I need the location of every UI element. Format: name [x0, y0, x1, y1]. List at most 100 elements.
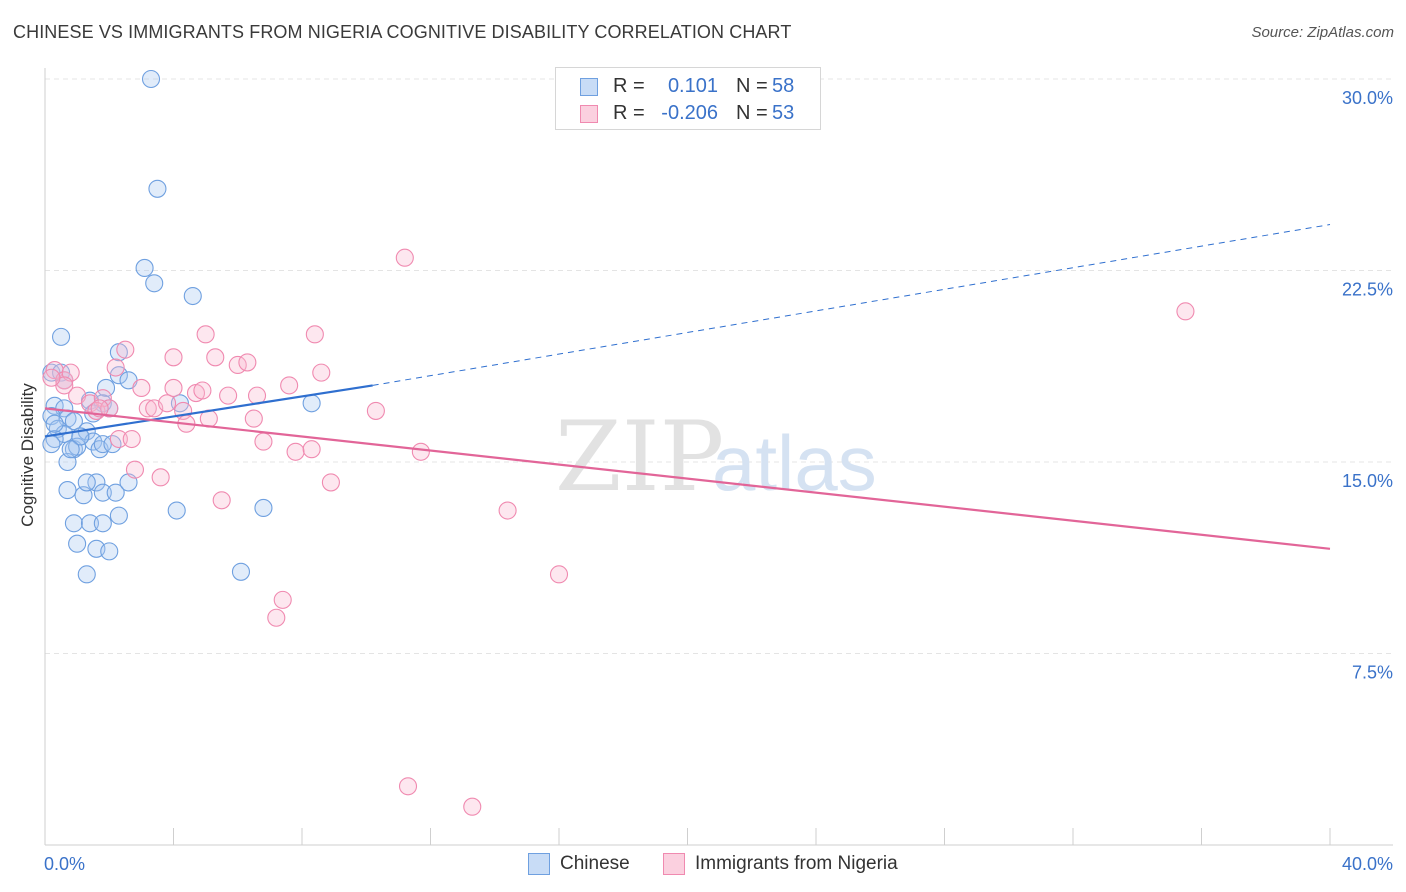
point-nigeria	[395, 248, 414, 267]
watermark: ZIP atlas	[555, 401, 877, 513]
legend-r-label: R =	[613, 102, 645, 124]
point-chinese	[106, 483, 125, 502]
point-nigeria	[193, 381, 212, 400]
legend-swatch-chinese	[528, 853, 550, 875]
point-nigeria	[302, 440, 321, 459]
point-nigeria	[305, 325, 324, 344]
legend-n-value: 53	[772, 102, 795, 124]
points-layer	[42, 69, 1195, 816]
legend-label-nigeria: Immigrants from Nigeria	[695, 853, 898, 874]
trend-line-nigeria	[44, 407, 1331, 550]
point-nigeria	[196, 325, 215, 344]
y-axis-label: Cognitive Disability	[18, 383, 37, 527]
legend-r-value: 0.101	[667, 75, 718, 97]
point-chinese	[87, 473, 106, 492]
point-nigeria	[158, 394, 177, 413]
x-tick-label: 40.0%	[1342, 854, 1393, 874]
point-nigeria	[164, 348, 183, 367]
watermark-atlas: atlas	[712, 419, 877, 507]
point-nigeria	[109, 429, 128, 449]
point-chinese	[58, 481, 77, 500]
trend-layer	[44, 224, 1331, 550]
point-chinese	[96, 378, 116, 398]
chart-title: CHINESE VS IMMIGRANTS FROM NIGERIA COGNI…	[13, 22, 792, 42]
legend-n-label: N =	[736, 102, 768, 124]
point-nigeria	[132, 378, 151, 398]
point-chinese	[64, 514, 83, 533]
point-chinese	[45, 414, 64, 433]
point-chinese	[302, 394, 321, 413]
point-nigeria	[280, 376, 299, 395]
point-chinese	[77, 473, 96, 492]
point-nigeria	[286, 442, 305, 461]
point-chinese	[109, 506, 128, 525]
legend-series: Chinese Immigrants from Nigeria	[0, 852, 1406, 878]
point-chinese	[52, 327, 71, 346]
point-chinese	[93, 514, 112, 533]
point-chinese	[68, 534, 87, 553]
point-nigeria	[125, 460, 144, 479]
legend-n-label: N =	[736, 75, 768, 97]
point-chinese	[254, 498, 273, 518]
legend-r-label: R =	[613, 75, 645, 97]
point-nigeria	[321, 473, 340, 492]
legend-swatch-chinese	[580, 78, 598, 96]
source-label: Source: ZipAtlas.com	[1251, 24, 1394, 41]
legend-row-nigeria: R = -0.206 N = 53	[556, 101, 820, 127]
point-chinese	[100, 542, 119, 561]
point-chinese	[145, 274, 164, 293]
point-nigeria	[254, 432, 273, 451]
legend-swatch-nigeria	[663, 853, 685, 875]
legend-label-chinese: Chinese	[560, 853, 630, 874]
y-tick-label: 15.0%	[1342, 471, 1393, 491]
point-chinese	[135, 258, 154, 277]
point-nigeria	[42, 368, 61, 387]
point-nigeria	[238, 353, 257, 372]
legend-n-value: 58	[772, 75, 795, 97]
point-chinese	[148, 179, 167, 198]
y-tick-label: 30.0%	[1342, 88, 1393, 108]
point-nigeria	[267, 608, 286, 627]
point-chinese	[77, 565, 96, 584]
point-nigeria	[244, 409, 263, 428]
legend-swatch-nigeria	[580, 105, 598, 123]
x-tick-label: 0.0%	[44, 854, 85, 874]
point-nigeria	[273, 590, 292, 609]
point-nigeria	[219, 386, 238, 405]
axis-layer: 7.5% 15.0% 22.5% 30.0% 0.0% 40.0%	[44, 68, 1393, 874]
point-nigeria	[212, 491, 231, 510]
point-nigeria	[116, 340, 135, 359]
point-nigeria	[398, 777, 418, 796]
point-nigeria	[549, 565, 569, 584]
point-nigeria	[90, 399, 109, 418]
point-chinese	[93, 435, 112, 454]
legend-stats: R = 0.101 N = 58 R = -0.206 N = 53	[555, 67, 821, 130]
point-nigeria	[463, 797, 482, 816]
y-tick-label: 22.5%	[1342, 280, 1393, 300]
point-nigeria	[411, 442, 430, 461]
point-nigeria	[498, 501, 517, 520]
point-nigeria	[100, 399, 119, 418]
point-chinese	[93, 483, 112, 502]
point-chinese	[80, 514, 100, 533]
point-chinese	[183, 286, 202, 306]
trend-line-chinese	[44, 384, 373, 438]
legend-r-value: -0.206	[661, 102, 718, 124]
point-chinese	[61, 440, 80, 459]
y-tick-label: 7.5%	[1352, 663, 1393, 683]
point-nigeria	[138, 399, 157, 418]
point-nigeria	[1176, 302, 1195, 321]
point-chinese	[231, 562, 251, 581]
watermark-zip: ZIP	[555, 401, 724, 513]
trend-line-chinese-extension	[372, 224, 1331, 386]
point-nigeria	[366, 401, 385, 420]
point-nigeria	[206, 348, 225, 367]
point-nigeria	[151, 468, 170, 487]
point-chinese	[64, 412, 83, 431]
point-chinese	[42, 435, 61, 454]
point-nigeria	[106, 358, 125, 377]
point-nigeria	[164, 378, 183, 398]
point-nigeria	[312, 363, 331, 382]
point-chinese	[167, 501, 186, 520]
